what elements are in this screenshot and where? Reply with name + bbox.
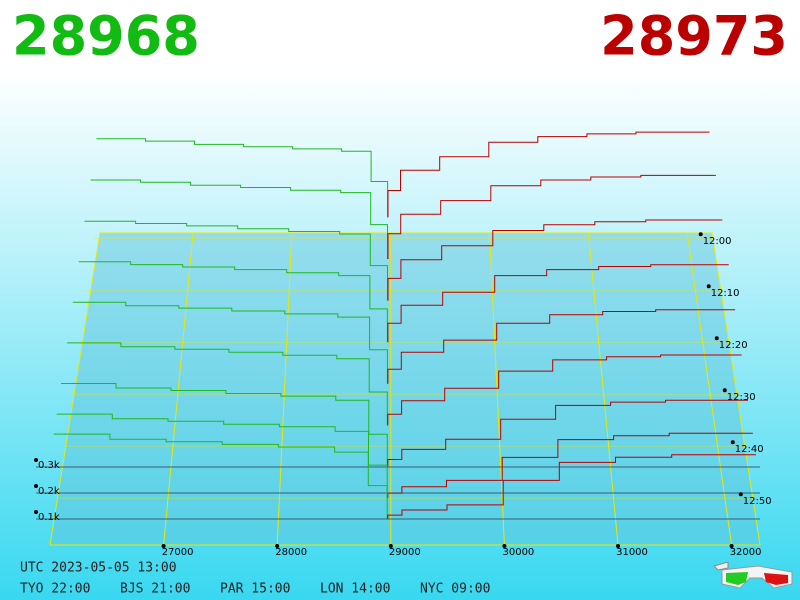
- price-tick: [616, 544, 620, 548]
- time-tick-label: 12:00: [703, 236, 732, 247]
- price-tick: [388, 544, 393, 548]
- ask-depth-curve: [387, 264, 729, 343]
- time-tick-label: 12:40: [735, 444, 764, 455]
- price-tick-label: 28000: [275, 547, 307, 558]
- time-tick-label: 12:50: [743, 496, 772, 507]
- price-tick-label: 31000: [616, 547, 648, 558]
- ask-depth-curve: [387, 432, 753, 499]
- time-tick: [722, 388, 727, 393]
- ask-depth-curve: [387, 174, 716, 259]
- time-tick: [706, 284, 711, 289]
- ask-depth-curve: [387, 309, 736, 384]
- bid-depth-curve: [96, 138, 389, 218]
- volume-tick: [34, 510, 38, 514]
- time-tick-label: 12:10: [711, 288, 740, 299]
- 3d-glasses-icon: [713, 561, 793, 589]
- ask-depth-curve: [387, 219, 723, 301]
- zone-time: BJS 21:00: [120, 582, 190, 597]
- volume-tick-label: 0.3k: [38, 460, 60, 471]
- zone-time: TYO 22:00: [20, 582, 90, 597]
- zone-time: NYC 09:00: [420, 582, 490, 597]
- depth-curves: [53, 131, 756, 519]
- best-bid: 28968: [12, 5, 200, 68]
- time-zones: TYO 22:00 BJS 21:00 PAR 15:00 LON 14:00 NYC …: [20, 582, 490, 597]
- price-tick-label: 30000: [502, 547, 534, 558]
- axis-labels: 27000 28000 29000 30000 31000 32000 0.1k 0.2k 0.…: [34, 232, 772, 558]
- volume-tick-label: 0.2k: [38, 486, 60, 497]
- ask-depth-curve: [387, 399, 748, 467]
- volume-tick: [34, 484, 38, 488]
- price-tick: [729, 544, 734, 548]
- bid-depth-curve: [84, 220, 388, 301]
- best-ask: 28973: [600, 5, 788, 68]
- time-tick-label: 12:20: [719, 340, 748, 351]
- price-tick: [275, 544, 280, 548]
- utc-time: UTC 2023-05-05 13:00: [20, 561, 177, 576]
- bid-depth-curve: [53, 433, 388, 519]
- bid-depth-curve: [90, 179, 388, 259]
- bid-depth-curve: [66, 342, 388, 426]
- zone-time: LON 14:00: [320, 582, 390, 597]
- time-tick: [738, 492, 743, 497]
- ask-depth-curve: [387, 454, 756, 519]
- ask-depth-curve: [387, 354, 742, 426]
- time-tick: [698, 232, 703, 237]
- time-tick: [730, 440, 735, 445]
- price-tick-label: 29000: [389, 547, 421, 558]
- price-tick: [502, 544, 507, 548]
- time-tick: [714, 336, 719, 341]
- ask-depth-curve: [387, 131, 710, 218]
- zone-time: PAR 15:00: [220, 582, 290, 597]
- bid-depth-curve: [78, 261, 388, 343]
- floor-grid: [36, 232, 760, 546]
- time-tick-label: 12:30: [727, 392, 756, 403]
- price-tick-label: 32000: [730, 547, 762, 558]
- price-tick-label: 27000: [162, 547, 194, 558]
- bid-depth-curve: [61, 383, 388, 467]
- volume-tick-label: 0.1k: [38, 512, 60, 523]
- volume-tick: [34, 458, 38, 462]
- price-tick: [161, 544, 166, 548]
- bid-depth-curve: [72, 301, 388, 384]
